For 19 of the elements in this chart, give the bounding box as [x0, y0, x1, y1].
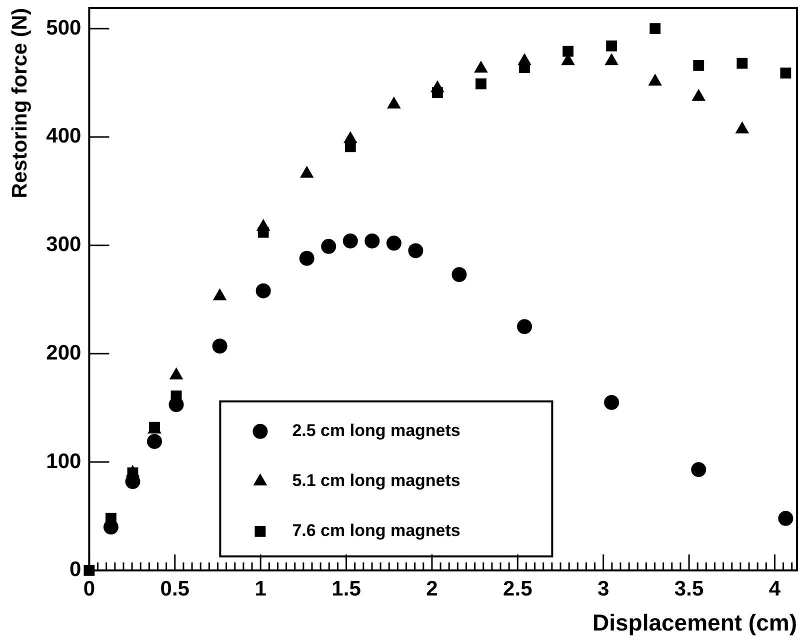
x-tick-label: 3	[597, 578, 610, 601]
x-tick-label: 4	[768, 578, 781, 601]
y-tick-label: 400	[46, 124, 82, 148]
y-tick-label: 300	[46, 233, 82, 256]
y-tick-label: 500	[46, 16, 82, 40]
x-tick-label: 2	[426, 578, 438, 601]
legend-label: 7.6 cm long magnets	[292, 521, 460, 540]
legend-label: 2.5 cm long magnets	[292, 421, 460, 440]
x-axis-title: Displacement (cm)	[592, 610, 797, 636]
x-tick-label: 1	[254, 578, 267, 601]
legend-label: 5.1 cm long magnets	[292, 471, 460, 490]
x-tick-label: 3.5	[674, 578, 704, 601]
x-tick-label: 0.5	[160, 578, 190, 601]
y-tick-label: 200	[46, 341, 82, 364]
y-axis-title: Restoring force (N)	[8, 8, 32, 198]
x-tick-label: 2.5	[503, 578, 533, 601]
y-tick-label: 100	[46, 450, 82, 473]
y-tick-label: 0	[70, 558, 82, 582]
x-tick-label: 1.5	[332, 578, 362, 601]
